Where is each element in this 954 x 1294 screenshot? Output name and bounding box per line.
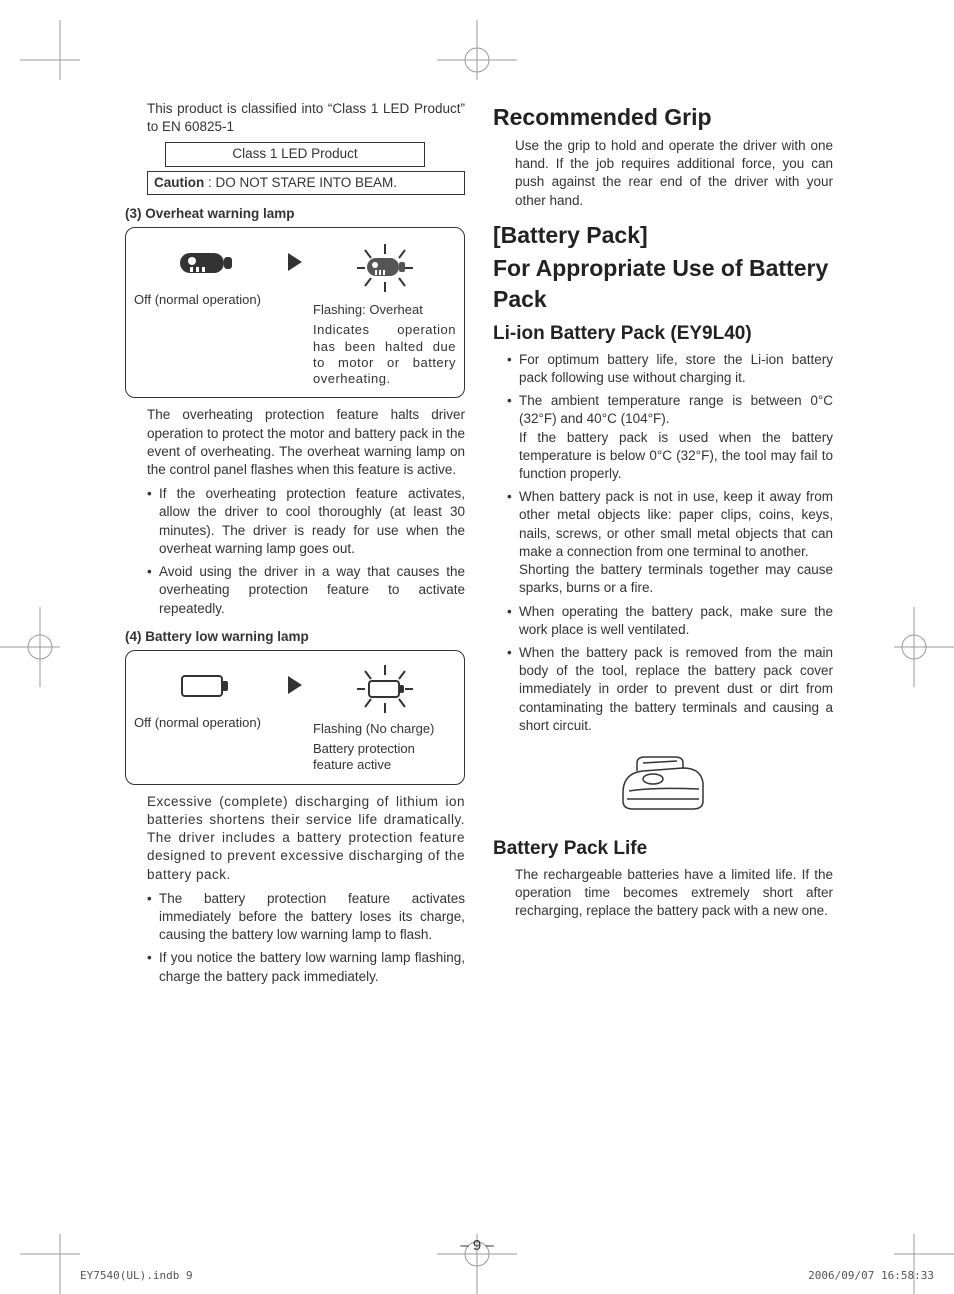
sec4-body: Excessive (complete) discharging of lith… xyxy=(147,793,465,884)
h-bplife: Battery Pack Life xyxy=(493,836,833,862)
page-number: – 9 – xyxy=(0,1237,954,1254)
overheat-off-caption: Off (normal operation) xyxy=(134,292,277,308)
list-item: When battery pack is not in use, keep it… xyxy=(507,488,833,597)
arrow-icon xyxy=(285,238,305,271)
arrow-icon xyxy=(285,661,305,694)
crop-mark-ml xyxy=(0,607,60,687)
overheat-flash-body: Indicates operation has been halted due … xyxy=(313,322,456,387)
bplife-body: The rechargeable batteries have a limite… xyxy=(515,866,833,921)
sec3-bullets: If the overheating protection feature ac… xyxy=(147,485,465,618)
crop-mark-tc xyxy=(437,20,517,80)
battery-lamp-box: Off (normal operation) xyxy=(125,650,465,785)
list-item: For optimum battery life, store the Li-i… xyxy=(507,351,833,387)
led-intro: This product is classified into “Class 1… xyxy=(147,100,465,136)
overheat-off-icon xyxy=(134,238,277,288)
overheat-lamp-box: Off (normal operation) xyxy=(125,227,465,398)
sec4-label: (4) Battery low warning lamp xyxy=(125,628,465,646)
h-grip: Recommended Grip xyxy=(493,102,833,133)
sec3-label: (3) Overheat warning lamp xyxy=(125,205,465,223)
battery-pack-illustration xyxy=(493,743,833,828)
h-appropriate-use: For Appropriate Use of Bat­tery Pack xyxy=(493,253,833,315)
battery-flash-icon xyxy=(313,661,456,717)
battery-off-caption: Off (normal operation) xyxy=(134,715,277,731)
class1-box: Class 1 LED Product xyxy=(165,142,425,166)
overheat-flash-icon xyxy=(313,238,456,298)
left-column: This product is classified into “Class 1… xyxy=(125,100,465,1200)
list-item: The ambient temperature range is between… xyxy=(507,392,833,483)
h-battery-pack: [Battery Pack] xyxy=(493,220,833,251)
footer-left: EY7540(UL).indb 9 xyxy=(80,1269,193,1282)
page-content: This product is classified into “Class 1… xyxy=(125,100,840,1200)
crop-mark-mr xyxy=(894,607,954,687)
crop-mark-tl xyxy=(20,20,80,80)
right-column: Recommended Grip Use the grip to hold an… xyxy=(493,100,833,1200)
list-item: If you notice the battery low warning la… xyxy=(147,949,465,985)
list-item: When the battery pack is removed from th… xyxy=(507,644,833,735)
caution-label: Caution xyxy=(154,175,204,190)
sec3-body: The overheating protection feature halts… xyxy=(147,406,465,479)
battery-off-icon xyxy=(134,661,277,711)
h-liion: Li-ion Battery Pack (EY9L40) xyxy=(493,321,833,347)
grip-body: Use the grip to hold and operate the dri… xyxy=(515,137,833,210)
liion-bullets: For optimum battery life, store the Li-i… xyxy=(507,351,833,735)
list-item: The battery protection feature activates… xyxy=(147,890,465,945)
battery-flash-title: Flashing (No charge) xyxy=(313,721,456,737)
list-item: If the overheating protection feature ac… xyxy=(147,485,465,558)
class1-text: Class 1 LED Product xyxy=(232,146,357,161)
overheat-flash-title: Flashing: Overheat xyxy=(313,302,456,318)
sec4-bullets: The battery protection feature activates… xyxy=(147,890,465,986)
list-item: Avoid using the driver in a way that cau… xyxy=(147,563,465,618)
footer-right: 2006/09/07 16:58:33 xyxy=(808,1269,934,1282)
battery-flash-body: Battery protection feature active xyxy=(313,741,456,774)
caution-box: Caution : DO NOT STARE INTO BEAM. xyxy=(147,171,465,195)
list-item: When operating the battery pack, make su… xyxy=(507,603,833,639)
caution-text: : DO NOT STARE INTO BEAM. xyxy=(204,175,397,190)
